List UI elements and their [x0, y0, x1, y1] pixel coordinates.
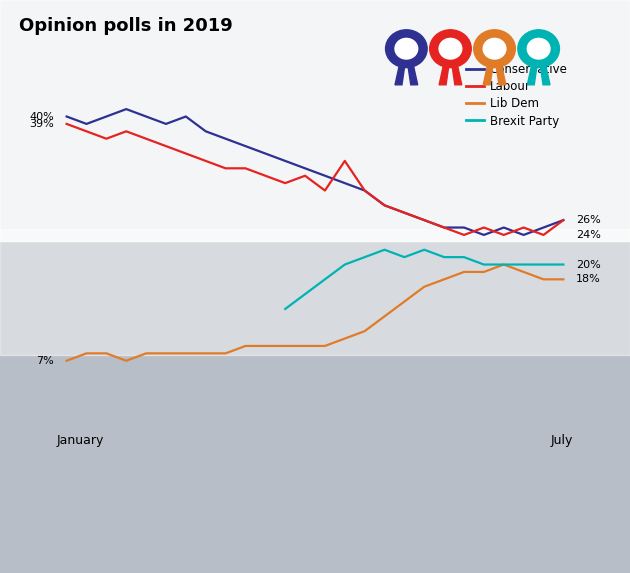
Legend: Conservative, Labour, Lib Dem, Brexit Party: Conservative, Labour, Lib Dem, Brexit Pa…	[466, 63, 568, 128]
Text: 26%: 26%	[576, 215, 600, 225]
Text: 39%: 39%	[30, 119, 54, 129]
Text: Opinion polls in 2019: Opinion polls in 2019	[19, 17, 232, 35]
Text: 24%: 24%	[576, 230, 601, 240]
Text: 18%: 18%	[576, 274, 600, 284]
Bar	[0, 0, 630, 241]
Bar	[0, 229, 630, 355]
Text: July: July	[551, 434, 573, 447]
Text: 7%: 7%	[37, 356, 54, 366]
Text: 40%: 40%	[30, 112, 54, 121]
Text: 20%: 20%	[576, 260, 600, 269]
Text: January: January	[57, 434, 104, 447]
